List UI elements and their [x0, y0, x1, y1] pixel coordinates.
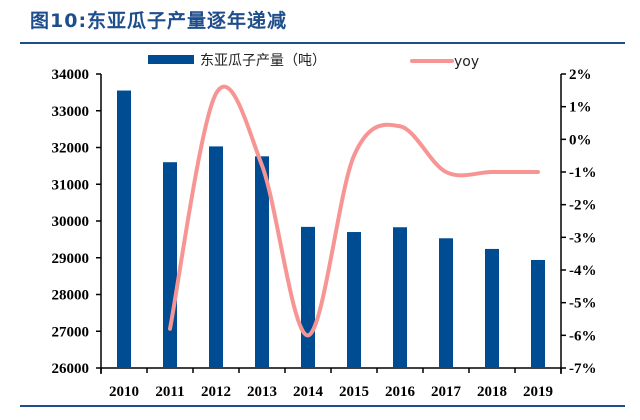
x-tick-label: 2019 [523, 384, 553, 400]
bar-2014 [301, 226, 315, 368]
x-tick-label: 2010 [109, 384, 139, 400]
x-tick-label: 2015 [339, 384, 369, 400]
x-tick-label: 2017 [431, 384, 462, 400]
left-tick-label: 34000 [52, 67, 90, 83]
x-tick-label: 2012 [201, 384, 231, 400]
bar-2018 [485, 248, 499, 368]
legend-label-line: yoy [454, 54, 479, 70]
x-tick-label: 2013 [247, 384, 277, 400]
right-tick-label: -5% [569, 296, 597, 312]
x-tick-label: 2011 [155, 384, 184, 400]
left-tick-label: 31000 [52, 177, 90, 193]
bar-2015 [347, 232, 361, 368]
left-tick-label: 29000 [52, 251, 90, 267]
legend-label-bar: 东亚瓜子产量（吨） [200, 53, 326, 69]
left-tick-label: 28000 [52, 288, 90, 304]
right-tick-label: -4% [569, 263, 597, 279]
left-tick-label: 33000 [52, 104, 90, 120]
x-tick-label: 2016 [385, 384, 416, 400]
yoy-line [168, 84, 540, 338]
x-tick-label: 2018 [477, 384, 507, 400]
left-tick-label: 26000 [52, 361, 90, 377]
left-tick-label: 32000 [52, 141, 90, 157]
right-tick-label: -6% [569, 328, 597, 344]
bar-2012 [209, 146, 223, 368]
right-tick-label: -7% [569, 361, 597, 377]
title-divider [20, 42, 625, 44]
right-tick-label: -2% [569, 198, 597, 214]
bar-2017 [439, 238, 453, 368]
left-tick-label: 27000 [52, 324, 90, 340]
bar-2016 [393, 227, 407, 368]
legend-swatch-bar [148, 55, 194, 64]
bar-2013 [255, 156, 269, 368]
right-tick-label: -1% [569, 165, 597, 181]
x-tick-label: 2014 [293, 384, 324, 400]
right-tick-label: 1% [569, 100, 592, 116]
left-tick-label: 30000 [52, 214, 90, 230]
bar-2019 [531, 259, 545, 368]
bar-2011 [163, 162, 177, 368]
right-tick-label: -3% [569, 230, 597, 246]
chart-title: 图10:东亚瓜子产量逐年递减 [30, 10, 288, 32]
right-tick-label: 2% [569, 67, 592, 83]
bar-2010 [117, 90, 131, 368]
bottom-divider [20, 405, 625, 407]
right-tick-label: 0% [569, 132, 592, 148]
